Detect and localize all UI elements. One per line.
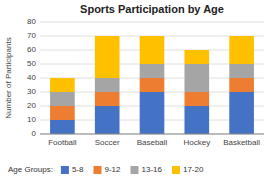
bar-segment — [229, 64, 254, 78]
bar-segment — [140, 78, 165, 92]
y-tick-label: 20 — [27, 101, 36, 110]
bar-segment — [229, 92, 254, 134]
y-axis: 0 10 20 30 40 50 60 70 80 — [27, 17, 264, 138]
x-tick-label: Soccer — [95, 138, 120, 147]
legend-entry: 9-12 — [104, 165, 121, 174]
y-tick-label: 30 — [27, 87, 36, 96]
bar-segment — [50, 92, 75, 106]
x-tick-label: Basketball — [223, 138, 260, 147]
legend-swatch — [131, 166, 139, 174]
x-tick-label: Baseball — [137, 138, 168, 147]
y-tick-label: 80 — [27, 17, 36, 26]
bar-segment — [95, 92, 120, 106]
y-tick-label: 40 — [27, 73, 36, 82]
bar-segment — [229, 78, 254, 92]
legend-swatch — [172, 166, 180, 174]
y-tick-label: 60 — [27, 45, 36, 54]
chart: Sports Participation by Age Number of Par… — [0, 0, 272, 185]
bar-segment — [184, 50, 209, 64]
legend: Age Groups: 5-8 9-12 13-16 17-20 — [8, 165, 204, 174]
bar-segment — [95, 78, 120, 92]
legend-entry: 17-20 — [183, 165, 204, 174]
bar-segment — [140, 36, 165, 64]
y-axis-label: Number of Participants — [4, 37, 13, 118]
bar-segment — [184, 64, 209, 92]
legend-entry: 5-8 — [72, 165, 84, 174]
legend-swatch — [93, 166, 101, 174]
bar-segment — [140, 64, 165, 78]
title: Sports Participation by Age — [80, 3, 224, 15]
x-axis: Football Soccer Baseball Hockey Basketball — [48, 138, 260, 147]
legend-title: Age Groups: — [8, 165, 53, 174]
bar-segment — [140, 92, 165, 134]
grid-line — [40, 134, 264, 135]
x-axis-line — [40, 134, 264, 135]
bar-segment — [184, 106, 209, 134]
x-tick-label: Football — [48, 138, 77, 147]
y-tick-label: 50 — [27, 59, 36, 68]
bar-segment — [229, 36, 254, 64]
bar-segment — [95, 106, 120, 134]
legend-swatch — [61, 166, 69, 174]
x-tick-label: Hockey — [183, 138, 210, 147]
grid-line — [40, 22, 264, 23]
bar-segment — [184, 92, 209, 106]
bar-segment — [50, 120, 75, 134]
legend-entry: 13-16 — [142, 165, 163, 174]
bar-segment — [50, 78, 75, 92]
bars — [50, 36, 254, 134]
bar-segment — [95, 36, 120, 78]
y-tick-label: 70 — [27, 31, 36, 40]
y-tick-label: 10 — [27, 115, 36, 124]
bar-segment — [50, 106, 75, 120]
y-tick-label: 0 — [32, 129, 37, 138]
